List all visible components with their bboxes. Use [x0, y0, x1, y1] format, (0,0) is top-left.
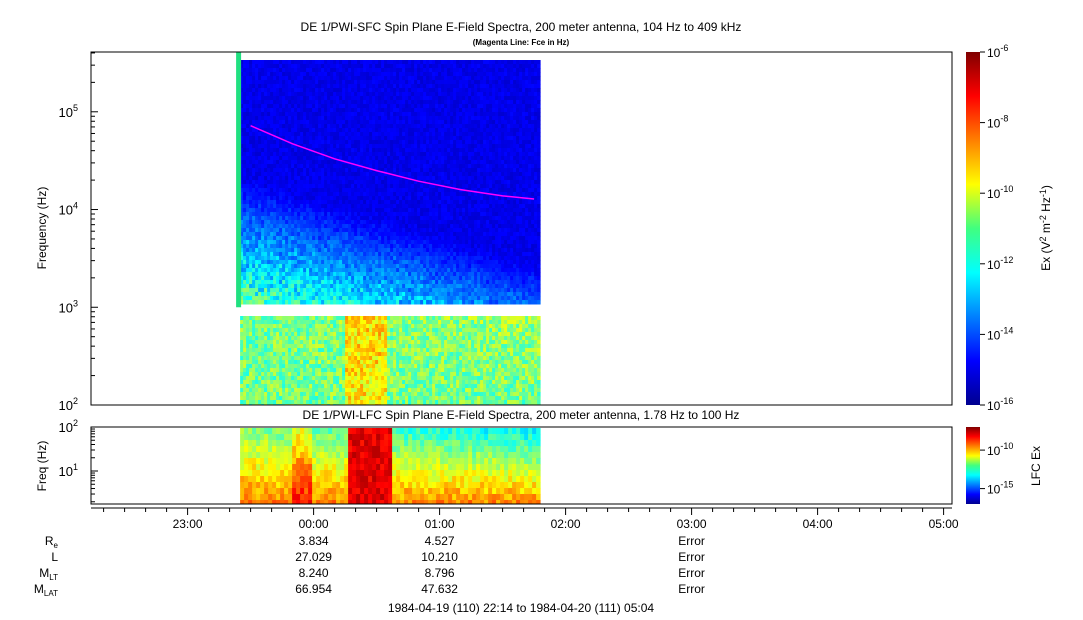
- top-colorbar-tick-label: 10-12: [987, 255, 1013, 272]
- ephemeris-value: 8.240: [299, 566, 329, 580]
- ephemeris-value: 8.796: [425, 566, 455, 580]
- bottom-y-axis: 101 102: [59, 418, 98, 503]
- bottom-panel-frame: [90, 426, 953, 505]
- top-panel-subtitle: (Magenta Line: Fce in Hz): [473, 38, 570, 47]
- ephemeris-value: Error: [678, 534, 705, 548]
- time-tick-label: 03:00: [677, 517, 707, 531]
- time-tick-label: 02:00: [551, 517, 581, 531]
- ephemeris-value: 4.527: [425, 534, 455, 548]
- bottom-colorbar: [966, 427, 980, 504]
- time-tick-label: 05:00: [929, 517, 959, 531]
- time-axis: 23:00 00:00 01:00 02:00 03:00 04:00 05:00: [91, 507, 959, 531]
- bottom-y-tick-label: 102: [59, 418, 78, 435]
- ephemeris-value: 47.632: [421, 582, 458, 596]
- ephemeris-value: Error: [678, 550, 705, 564]
- bottom-colorbar-tick-label: 10-10: [987, 441, 1013, 458]
- top-colorbar-ticks: 10-6 10-8 10-10 10-12 10-14 10-16: [980, 43, 1013, 413]
- bottom-panel-title: DE 1/PWI-LFC Spin Plane E-Field Spectra,…: [303, 408, 740, 422]
- top-y-axis: 102 103 104 105: [59, 52, 98, 413]
- top-y-tick-label: 105: [59, 103, 78, 120]
- bottom-colorbar-ticks: 10-10 10-15: [980, 441, 1013, 497]
- top-y-axis-label: Frequency (Hz): [35, 187, 49, 270]
- bottom-spectrogram-cells: [240, 428, 541, 504]
- bottom-y-tick-label: 101: [59, 462, 78, 479]
- top-colorbar-label: Ex (V2 m-2 Hz-1): [1038, 185, 1053, 271]
- ephemeris-value: 66.954: [295, 582, 332, 596]
- ephemeris-table: Re 3.834 4.527 Error L 27.029 10.210 Error MLT 8.…: [34, 534, 705, 598]
- top-y-tick-label: 104: [59, 201, 78, 218]
- top-colorbar-tick-label: 10-14: [987, 325, 1013, 342]
- time-tick-label: 23:00: [173, 517, 203, 531]
- time-range-footer: 1984-04-19 (110) 22:14 to 1984-04-20 (11…: [388, 601, 655, 615]
- bottom-y-axis-label: Freq (Hz): [35, 441, 49, 492]
- fce-magenta-line: [250, 125, 535, 200]
- top-spectrogram-cells: [236, 52, 541, 405]
- time-tick-label: 01:00: [425, 517, 455, 531]
- time-tick-label: 00:00: [299, 517, 329, 531]
- ephemeris-value: 3.834: [299, 534, 329, 548]
- top-colorbar-tick-label: 10-10: [987, 184, 1013, 201]
- top-panel-frame: [90, 51, 953, 406]
- top-panel-title: DE 1/PWI-SFC Spin Plane E-Field Spectra,…: [301, 20, 742, 34]
- bottom-colorbar-tick-label: 10-15: [987, 480, 1013, 497]
- top-colorbar: [966, 52, 980, 405]
- top-colorbar-tick-label: 10-8: [987, 114, 1008, 131]
- ephemeris-value: 27.029: [295, 550, 332, 564]
- ephemeris-value: Error: [678, 566, 705, 580]
- ephemeris-row-label: Re: [45, 534, 59, 550]
- ephemeris-row-label: MLT: [39, 566, 58, 582]
- ephemeris-value: Error: [678, 582, 705, 596]
- top-y-tick-label: 102: [59, 396, 78, 413]
- time-tick-label: 04:00: [803, 517, 833, 531]
- top-y-tick-label: 103: [59, 298, 78, 315]
- bottom-colorbar-label: LFC Ex: [1029, 446, 1043, 486]
- ephemeris-value: 10.210: [421, 550, 458, 564]
- top-colorbar-tick-label: 10-16: [987, 396, 1013, 413]
- ephemeris-row-label: L: [51, 550, 58, 564]
- top-colorbar-tick-label: 10-6: [987, 43, 1008, 60]
- ephemeris-row-label: MLAT: [34, 582, 58, 598]
